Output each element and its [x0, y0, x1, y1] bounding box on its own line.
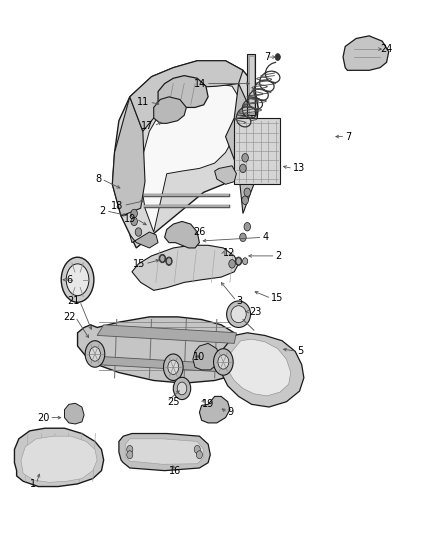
Text: 26: 26	[193, 227, 205, 237]
Polygon shape	[21, 436, 97, 482]
Polygon shape	[154, 97, 186, 123]
Text: 23: 23	[250, 306, 262, 317]
Ellipse shape	[236, 258, 241, 265]
Ellipse shape	[242, 154, 248, 162]
Text: 6: 6	[67, 274, 73, 285]
Bar	[247, 54, 255, 115]
Ellipse shape	[85, 341, 105, 367]
Polygon shape	[343, 36, 389, 70]
Text: 14: 14	[194, 78, 206, 88]
Text: 15: 15	[133, 259, 145, 269]
Text: 16: 16	[170, 466, 182, 475]
Text: 13: 13	[293, 164, 305, 173]
Ellipse shape	[240, 233, 246, 241]
Polygon shape	[132, 245, 239, 290]
Text: 15: 15	[271, 293, 283, 303]
Text: 18: 18	[111, 200, 123, 211]
Ellipse shape	[160, 255, 165, 262]
Ellipse shape	[244, 222, 251, 231]
Text: 19: 19	[201, 399, 214, 409]
Text: 7: 7	[264, 52, 270, 62]
Polygon shape	[141, 84, 239, 232]
Text: 20: 20	[37, 413, 49, 423]
Polygon shape	[64, 403, 84, 424]
Ellipse shape	[173, 377, 191, 400]
Ellipse shape	[194, 446, 200, 454]
Text: 22: 22	[63, 312, 75, 322]
Ellipse shape	[229, 260, 235, 268]
Ellipse shape	[235, 257, 242, 265]
Ellipse shape	[166, 258, 172, 265]
Ellipse shape	[127, 451, 133, 459]
Ellipse shape	[163, 354, 183, 381]
Polygon shape	[78, 317, 245, 383]
Polygon shape	[119, 433, 210, 471]
Text: 11: 11	[137, 97, 149, 107]
Polygon shape	[125, 439, 204, 464]
Ellipse shape	[66, 264, 89, 296]
Text: 2: 2	[99, 206, 106, 216]
Ellipse shape	[243, 258, 248, 265]
Ellipse shape	[127, 446, 133, 454]
Text: 12: 12	[223, 248, 236, 259]
Text: 17: 17	[141, 121, 154, 131]
Ellipse shape	[135, 228, 142, 236]
Text: 4: 4	[262, 232, 268, 243]
Ellipse shape	[231, 306, 246, 322]
Ellipse shape	[240, 164, 246, 173]
Polygon shape	[219, 333, 304, 407]
Ellipse shape	[61, 257, 94, 302]
Text: 10: 10	[193, 352, 205, 361]
Polygon shape	[226, 339, 291, 396]
Ellipse shape	[168, 360, 179, 374]
Ellipse shape	[166, 257, 172, 265]
Text: 21: 21	[67, 296, 80, 306]
Text: 24: 24	[380, 44, 392, 54]
Polygon shape	[130, 232, 158, 248]
Text: 25: 25	[167, 397, 179, 407]
Polygon shape	[113, 61, 258, 248]
Ellipse shape	[242, 196, 248, 205]
Ellipse shape	[226, 301, 251, 327]
Text: 8: 8	[95, 174, 102, 184]
Polygon shape	[226, 84, 256, 214]
Ellipse shape	[89, 347, 100, 361]
Polygon shape	[130, 61, 243, 131]
Ellipse shape	[214, 349, 233, 375]
Text: 1: 1	[30, 479, 36, 489]
Polygon shape	[215, 166, 237, 184]
Polygon shape	[113, 97, 145, 216]
Ellipse shape	[177, 382, 187, 395]
Polygon shape	[199, 397, 230, 423]
Ellipse shape	[131, 209, 138, 217]
Polygon shape	[193, 343, 219, 370]
Ellipse shape	[244, 188, 251, 197]
Text: 5: 5	[297, 346, 304, 357]
Ellipse shape	[218, 355, 229, 369]
Text: 19: 19	[124, 214, 136, 224]
Polygon shape	[165, 221, 199, 248]
Ellipse shape	[196, 451, 202, 459]
Bar	[249, 56, 254, 113]
Text: 2: 2	[276, 251, 282, 261]
Polygon shape	[234, 118, 280, 184]
Text: 9: 9	[228, 407, 234, 417]
Ellipse shape	[275, 54, 280, 61]
Polygon shape	[158, 76, 208, 110]
Ellipse shape	[159, 254, 166, 263]
Text: 7: 7	[345, 132, 351, 142]
Polygon shape	[97, 325, 237, 343]
Polygon shape	[14, 428, 104, 487]
Polygon shape	[97, 357, 237, 373]
Text: 3: 3	[237, 296, 243, 306]
Ellipse shape	[131, 217, 138, 225]
